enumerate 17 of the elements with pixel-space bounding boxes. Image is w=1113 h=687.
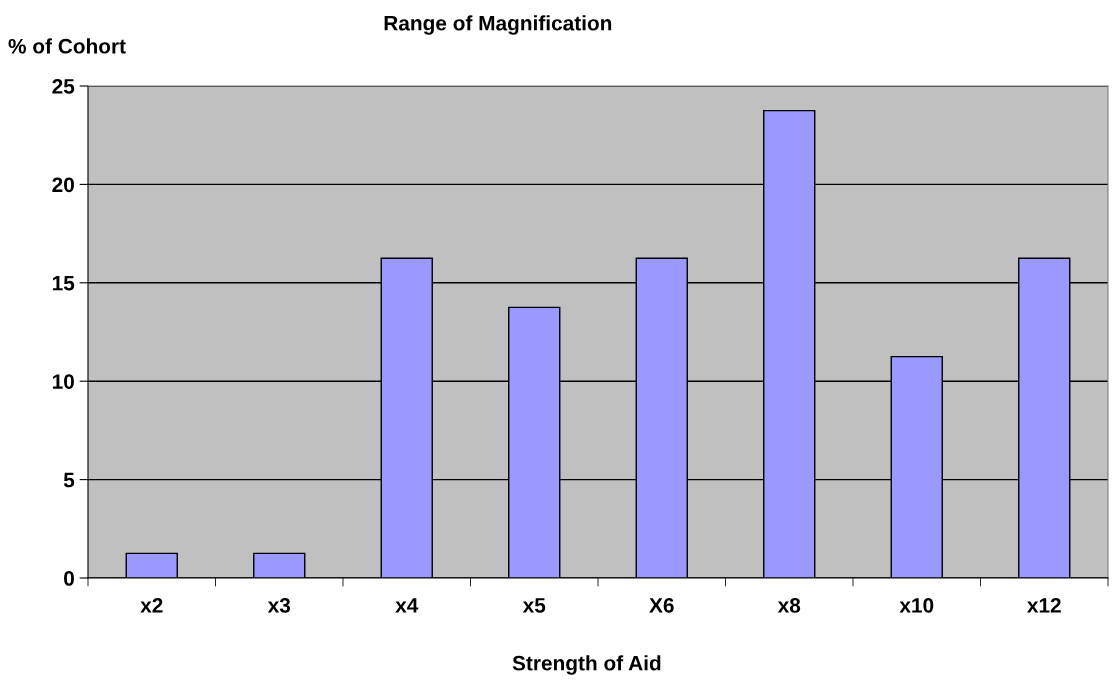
x-tick-label: x10 <box>899 597 934 613</box>
x-tick-label: x5 <box>522 598 546 613</box>
x-tick-label: x8 <box>777 597 801 613</box>
x-tick-label: x3 <box>267 597 291 613</box>
y-tick-label: 25 <box>52 79 75 94</box>
chart-title: Range of Magnification <box>384 15 612 35</box>
x-axis-title: Strength of Aid <box>512 655 661 675</box>
x-tick-label: x4 <box>395 598 419 613</box>
x-tick-label: x2 <box>140 597 163 613</box>
y-tick-label: 15 <box>52 276 75 291</box>
y-tick-label: 20 <box>52 177 74 193</box>
y-tick-label: 0 <box>64 571 74 586</box>
x-tick-label: x12 <box>1027 597 1061 613</box>
y-tick-label: 5 <box>63 472 75 488</box>
y-axis-title: % of Cohort <box>8 38 126 54</box>
x-tick-label: X6 <box>649 597 674 613</box>
y-tick-label: 10 <box>52 374 74 389</box>
